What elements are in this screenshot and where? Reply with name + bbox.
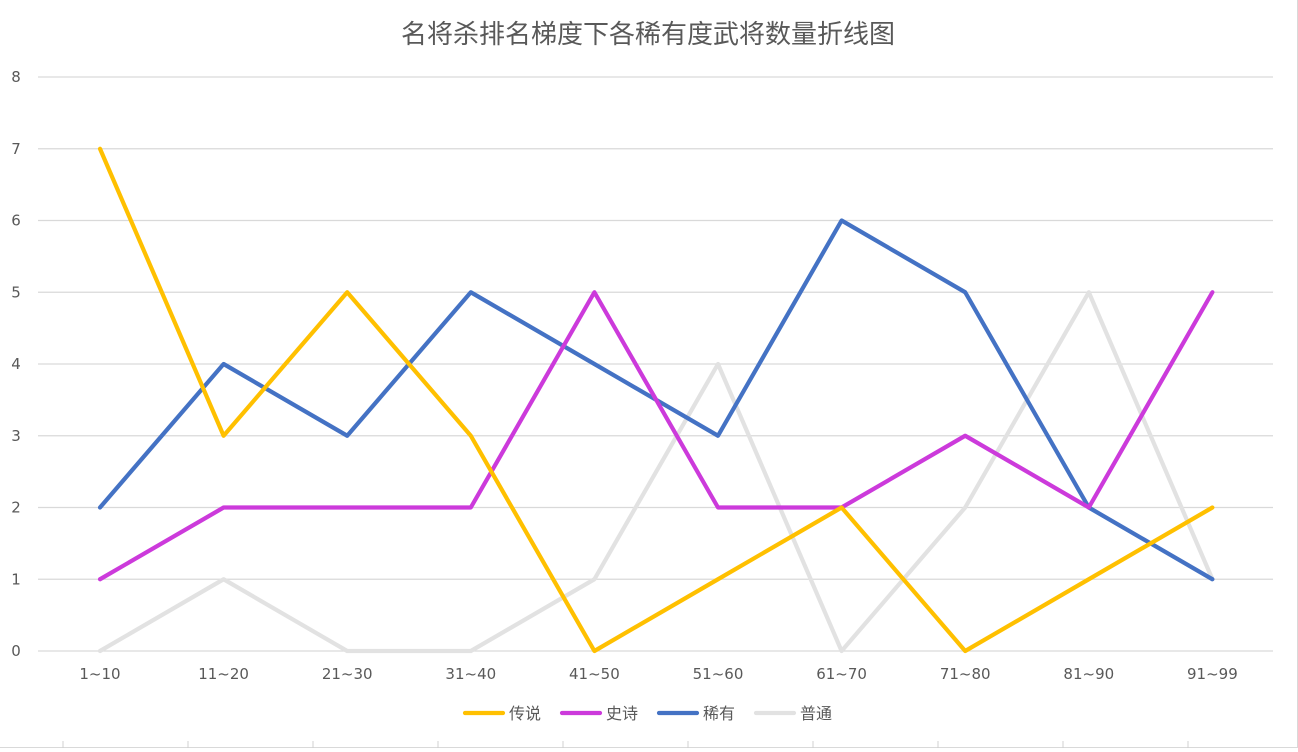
y-tick-label: 2 (11, 499, 21, 517)
bottom-edge-ticks (62, 741, 1189, 748)
x-tick-label: 41~50 (569, 665, 620, 683)
x-tick-label: 31~40 (445, 665, 496, 683)
series-line-3 (97, 290, 1215, 654)
legend: 传说 史诗 稀有 普通 (462, 704, 832, 723)
y-tick-label: 8 (11, 68, 21, 86)
x-tick-label: 51~60 (693, 665, 744, 683)
series-line-1 (97, 290, 1215, 582)
x-tick-label: 11~20 (198, 665, 249, 683)
x-tick-label: 1~10 (79, 665, 120, 683)
legend-label-1: 史诗 (606, 704, 638, 723)
series-line-0 (97, 146, 1215, 654)
legend-label-0: 传说 (509, 704, 541, 723)
x-tick-label: 71~80 (940, 665, 991, 683)
y-tick-label: 1 (11, 570, 21, 588)
x-tick-label: 91~99 (1187, 665, 1238, 683)
x-tick-label: 81~90 (1063, 665, 1114, 683)
legend-label-3: 普通 (800, 704, 832, 723)
y-tick-label: 3 (11, 427, 21, 445)
y-tick-label: 0 (11, 642, 21, 660)
series-lines (97, 146, 1215, 654)
y-tick-label: 7 (11, 140, 21, 158)
y-tick-label: 4 (11, 355, 21, 373)
x-tick-label: 61~70 (816, 665, 867, 683)
y-tick-label: 5 (11, 283, 21, 301)
legend-label-2: 稀有 (703, 704, 735, 723)
x-tick-label: 21~30 (322, 665, 373, 683)
chart-title: 名将杀排名梯度下各稀有度武将数量折线图 (401, 20, 895, 50)
y-axis-tick-labels: 0 1 2 3 4 5 6 7 8 (11, 68, 21, 660)
y-tick-label: 6 (11, 212, 21, 230)
x-axis-tick-labels: 1~10 11~20 21~30 31~40 41~50 51~60 61~70 71~80 8… (79, 665, 1237, 683)
